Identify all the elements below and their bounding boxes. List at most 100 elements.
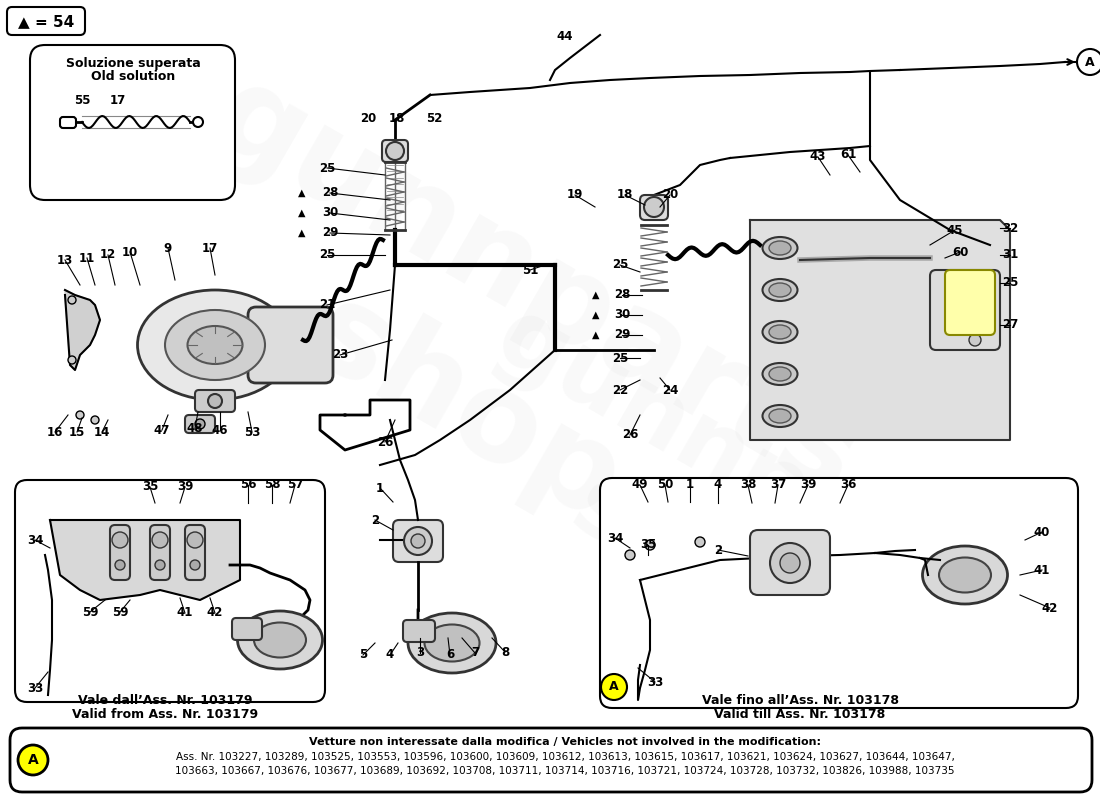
FancyBboxPatch shape: [600, 478, 1078, 708]
FancyBboxPatch shape: [150, 525, 170, 580]
FancyBboxPatch shape: [393, 520, 443, 562]
Text: 11: 11: [79, 251, 95, 265]
Text: 61: 61: [839, 149, 856, 162]
Ellipse shape: [425, 625, 480, 662]
Text: 2: 2: [714, 543, 722, 557]
Text: 4: 4: [714, 478, 722, 491]
Text: A: A: [28, 753, 38, 767]
Circle shape: [969, 274, 981, 286]
Ellipse shape: [138, 290, 293, 400]
Circle shape: [411, 534, 425, 548]
Text: 44: 44: [557, 30, 573, 42]
FancyBboxPatch shape: [10, 728, 1092, 792]
Text: 41: 41: [177, 606, 194, 619]
Text: 21: 21: [319, 298, 336, 311]
Circle shape: [969, 334, 981, 346]
Text: 13: 13: [57, 254, 73, 266]
Text: 10: 10: [122, 246, 139, 258]
Text: ▲: ▲: [298, 228, 306, 238]
Circle shape: [190, 560, 200, 570]
Text: Valid till Ass. Nr. 103178: Valid till Ass. Nr. 103178: [714, 707, 886, 721]
Ellipse shape: [254, 622, 306, 658]
Circle shape: [780, 553, 800, 573]
Polygon shape: [65, 290, 100, 370]
Text: 60: 60: [952, 246, 968, 258]
Text: 12: 12: [100, 249, 117, 262]
FancyBboxPatch shape: [30, 45, 235, 200]
Text: 38: 38: [740, 478, 756, 491]
Text: 24: 24: [662, 383, 679, 397]
Text: 7: 7: [471, 646, 480, 659]
Text: 4: 4: [386, 649, 394, 662]
Text: A: A: [1086, 55, 1094, 69]
Text: ▲: ▲: [592, 290, 600, 300]
FancyBboxPatch shape: [60, 117, 76, 128]
Circle shape: [155, 560, 165, 570]
Circle shape: [192, 117, 204, 127]
Text: Ass. Nr. 103227, 103289, 103525, 103553, 103596, 103600, 103609, 103612, 103613,: Ass. Nr. 103227, 103289, 103525, 103553,…: [176, 752, 955, 762]
Text: 28: 28: [614, 289, 630, 302]
Text: gunnparts
shop: gunnparts shop: [426, 292, 1014, 748]
Circle shape: [195, 419, 205, 429]
Ellipse shape: [408, 613, 496, 673]
Text: 55: 55: [74, 94, 90, 106]
Text: 46: 46: [211, 423, 229, 437]
Ellipse shape: [762, 405, 798, 427]
FancyBboxPatch shape: [195, 390, 235, 412]
Text: 1: 1: [686, 478, 694, 491]
Text: 45: 45: [947, 223, 964, 237]
Text: 30: 30: [322, 206, 338, 219]
Ellipse shape: [923, 546, 1008, 604]
Text: 9: 9: [164, 242, 172, 254]
Text: 14: 14: [94, 426, 110, 438]
Text: 5: 5: [359, 649, 367, 662]
Text: 34: 34: [26, 534, 43, 546]
Circle shape: [601, 674, 627, 700]
Text: 33: 33: [26, 682, 43, 694]
Text: 59: 59: [112, 606, 129, 618]
Circle shape: [386, 142, 404, 160]
Text: 28: 28: [322, 186, 338, 199]
Circle shape: [1077, 49, 1100, 75]
Polygon shape: [50, 520, 240, 600]
Text: 49: 49: [631, 478, 648, 491]
Text: gunnparts
shop: gunnparts shop: [120, 55, 880, 645]
Text: 39: 39: [800, 478, 816, 491]
Text: 27: 27: [1002, 318, 1019, 331]
Text: 3: 3: [416, 646, 425, 659]
Circle shape: [404, 527, 432, 555]
Text: Valid from Ass. Nr. 103179: Valid from Ass. Nr. 103179: [72, 707, 258, 721]
Text: 39: 39: [177, 481, 194, 494]
Text: Vale fino all’Ass. Nr. 103178: Vale fino all’Ass. Nr. 103178: [702, 694, 899, 706]
Circle shape: [91, 416, 99, 424]
FancyBboxPatch shape: [930, 270, 1000, 350]
Text: 52: 52: [426, 111, 442, 125]
Circle shape: [645, 540, 654, 550]
Text: 26: 26: [377, 435, 393, 449]
Text: Soluzione superata: Soluzione superata: [66, 57, 200, 70]
Text: 57: 57: [287, 478, 304, 491]
Ellipse shape: [769, 409, 791, 423]
Text: ▲: ▲: [592, 310, 600, 320]
Text: ▲: ▲: [592, 330, 600, 340]
Circle shape: [68, 356, 76, 364]
FancyBboxPatch shape: [640, 195, 668, 220]
FancyBboxPatch shape: [382, 140, 408, 162]
Text: 33: 33: [647, 675, 663, 689]
Text: 47: 47: [154, 423, 170, 437]
Text: Vetture non interessate dalla modifica / Vehicles not involved in the modificati: Vetture non interessate dalla modifica /…: [309, 737, 821, 747]
Text: 26: 26: [621, 429, 638, 442]
Text: Vale dall’Ass. Nr. 103179: Vale dall’Ass. Nr. 103179: [78, 694, 252, 706]
Text: 37: 37: [770, 478, 786, 491]
FancyBboxPatch shape: [248, 307, 333, 383]
Ellipse shape: [939, 558, 991, 593]
Polygon shape: [750, 220, 1010, 440]
Text: 25: 25: [319, 249, 336, 262]
Text: 20: 20: [662, 189, 678, 202]
Ellipse shape: [187, 326, 242, 364]
Ellipse shape: [762, 321, 798, 343]
Text: Old solution: Old solution: [91, 70, 175, 83]
Text: ▲: ▲: [298, 208, 306, 218]
Text: 56: 56: [240, 478, 256, 491]
Text: 43: 43: [810, 150, 826, 163]
